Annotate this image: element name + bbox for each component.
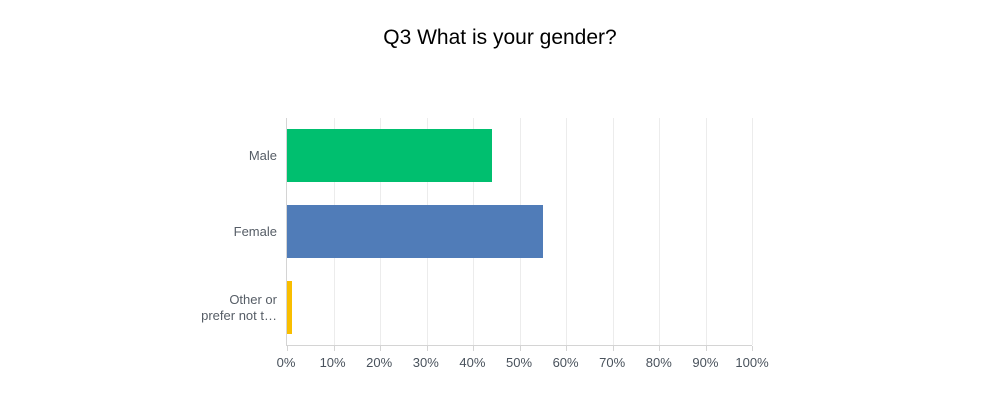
bar-row-male bbox=[287, 118, 752, 194]
x-axis-tick-70 bbox=[612, 346, 614, 351]
x-axis-tick-50 bbox=[519, 346, 521, 351]
x-axis-tick-80 bbox=[659, 346, 660, 351]
gridline-100 bbox=[752, 118, 753, 345]
category-labels: Male Female Other or prefer not t… bbox=[0, 118, 277, 346]
bars-layer bbox=[287, 118, 752, 345]
x-axis-tick-label-50: 50% bbox=[505, 355, 533, 370]
x-axis-tick-40 bbox=[473, 346, 474, 351]
x-axis-tick-30 bbox=[426, 346, 428, 351]
x-axis-tick-label-0: 0% bbox=[276, 355, 296, 370]
gridline-80 bbox=[659, 118, 660, 345]
chart-title: Q3 What is your gender? bbox=[383, 26, 617, 49]
bar-row-other-or-prefer-not-t bbox=[287, 270, 752, 346]
x-axis-tick-label-60: 60% bbox=[552, 355, 579, 370]
x-axis-tick-label-30: 30% bbox=[412, 355, 439, 370]
bar-male bbox=[287, 129, 492, 182]
x-axis-tick-label-70: 70% bbox=[599, 355, 626, 370]
gridline-90 bbox=[705, 118, 707, 345]
x-axis-tick-label-40: 40% bbox=[459, 355, 486, 370]
gridline-60 bbox=[566, 118, 567, 345]
x-axis-tick-label-20: 20% bbox=[366, 355, 393, 370]
x-axis-tick-100 bbox=[752, 346, 753, 351]
bar-other-or-prefer-not-t bbox=[287, 281, 292, 334]
x-axis-tick-60 bbox=[566, 346, 567, 351]
x-axis-tick-20 bbox=[380, 346, 381, 351]
category-label-male: Male bbox=[248, 148, 277, 163]
x-axis-tick-90 bbox=[705, 346, 707, 351]
x-axis-tick-label-100: 100% bbox=[735, 355, 769, 370]
x-axis-labels: 0% 10% 20% 30% 40% 50% 60% 70% 80% 90% 100% bbox=[277, 355, 769, 373]
x-axis-tick-label-80: 80% bbox=[645, 355, 672, 370]
bar-row-female bbox=[287, 194, 752, 270]
gridline-70 bbox=[612, 118, 614, 345]
category-label-female: Female bbox=[233, 224, 277, 239]
x-axis-tick-label-90: 90% bbox=[692, 355, 719, 370]
bar-female bbox=[287, 205, 543, 258]
x-axis-tick-0 bbox=[287, 346, 288, 351]
category-label-other-or-prefer-not-t: Other or prefer not t… bbox=[201, 292, 277, 323]
x-axis-tick-10 bbox=[333, 346, 335, 351]
plot-area bbox=[286, 118, 753, 351]
x-axis-tick-label-10: 10% bbox=[319, 355, 346, 370]
